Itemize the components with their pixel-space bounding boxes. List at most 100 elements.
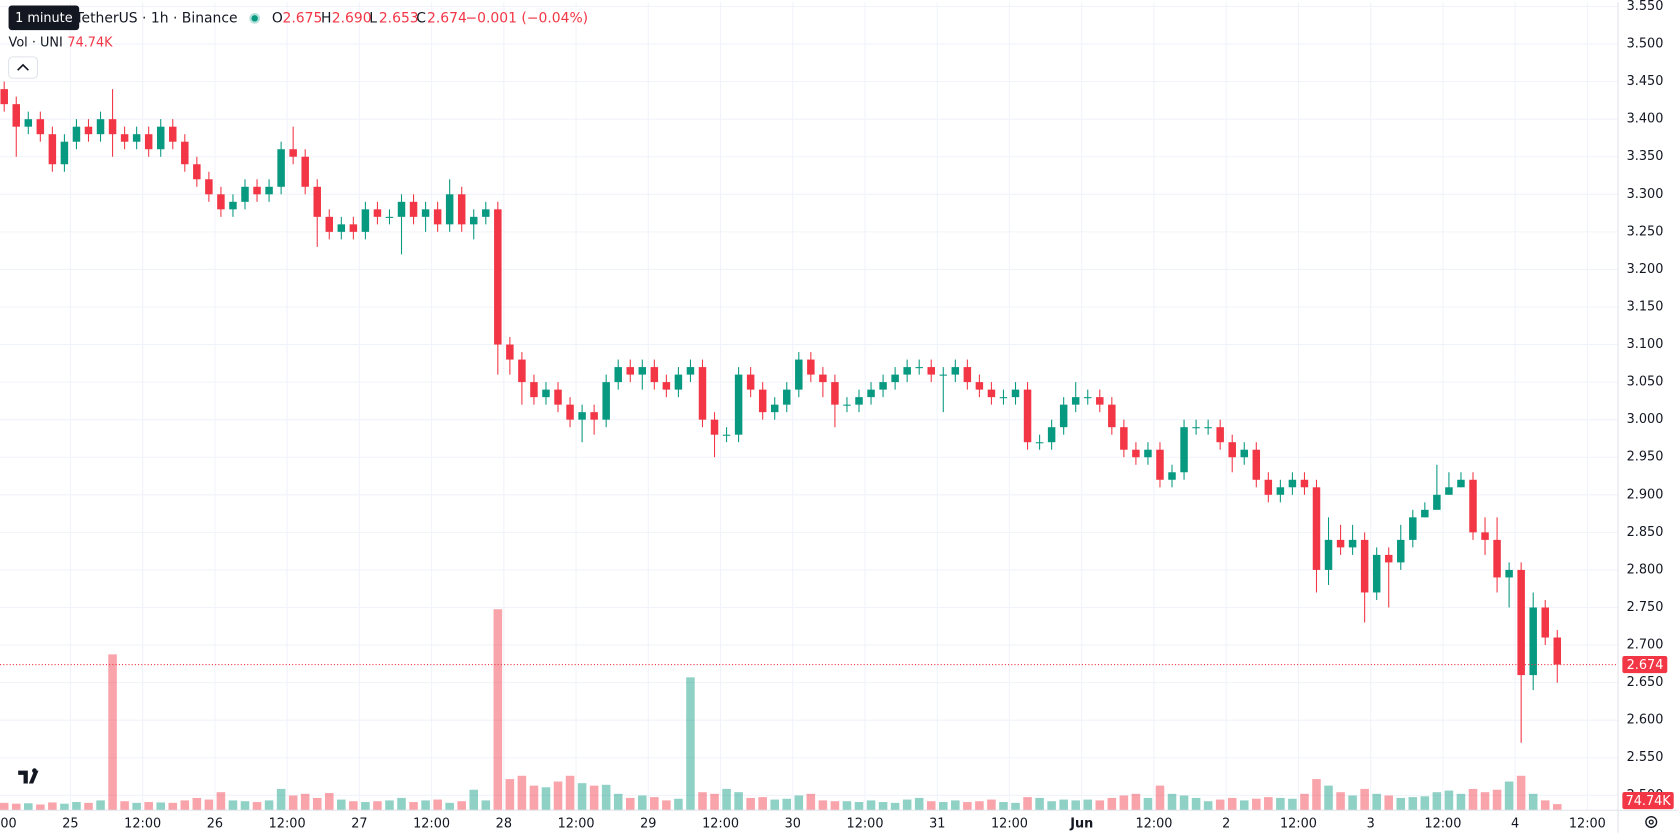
candle-body [722,434,731,436]
volume-bar [11,803,21,811]
volume-bar [1468,788,1478,811]
candle-body [855,397,863,405]
candle-body [686,367,695,375]
volume-bar [457,801,466,811]
candle-body [614,367,622,383]
candle-body [867,389,875,398]
settings-icon-center [1648,819,1654,825]
volume-bar [1227,797,1237,811]
volume-bar [493,609,503,811]
logo[interactable] [18,768,39,784]
candle-body [409,201,418,217]
candle-body [36,119,45,135]
settings-icon[interactable] [1645,815,1658,829]
volume-bar [240,801,250,811]
candle-body [325,216,334,232]
candle-body [1397,539,1405,563]
volume-bar [337,799,346,811]
volume-bar [1348,795,1357,811]
candle-body [132,134,141,142]
candle-body [156,126,165,150]
candle-body [831,382,839,405]
collapse-button[interactable] [8,56,38,79]
candle-body [241,186,249,202]
candle-body [1083,397,1092,399]
volume-bar [48,802,57,811]
candle-body [1168,472,1176,480]
candle-body [819,374,827,383]
volume-bar [674,798,683,811]
volume-bar [1492,789,1502,811]
candle-body [1360,539,1369,593]
volume-bar [1540,800,1550,811]
x-tick-label: 12:00 [124,817,161,832]
candle-body [229,201,237,210]
volume-bar [36,804,45,811]
volume-bar [758,797,767,811]
candle-body [1120,427,1128,450]
volume-bar [373,801,382,811]
volume-bar [1264,797,1273,811]
candle-body [205,179,213,195]
candle-body [1324,539,1333,570]
y-tick-label: 3.000 [1627,412,1664,427]
volume-bar [252,802,262,811]
candle-body [795,359,803,390]
candle-body [1035,442,1044,444]
volume-bar [180,800,190,811]
volume-bar [192,797,202,811]
candle-body [1023,389,1032,443]
x-tick-label: 25 [62,817,78,832]
high-value: 2.690 [332,10,372,26]
x-tick-label: 27 [351,817,367,832]
symbol-title[interactable]: UNITetherUS · 1h · Binance [51,10,238,26]
volume-bar [264,800,274,811]
volume-bar [746,797,755,811]
tooltip-text: 1 minute [15,11,73,26]
volume-bar [1107,797,1117,811]
volume-bar [1203,801,1213,811]
y-tick-label: 2.950 [1627,450,1664,465]
volume-bar [938,802,948,811]
volume-bar [1444,790,1454,811]
volume-bar [698,792,707,811]
volume-badge-label: 74.74K [1626,794,1672,809]
candle-body [1421,509,1429,518]
volume-bar [1480,792,1490,811]
volume-bar [1408,797,1418,811]
candle-body [1409,517,1417,540]
candle-body [1541,607,1549,638]
candle-body [349,224,358,232]
volume-bar [650,797,659,811]
volume-bar [553,781,563,811]
candle-body [169,126,177,142]
volume-bar [914,797,924,811]
volume-bar [926,801,936,811]
open-label: O [272,10,283,26]
volume-bar [1384,795,1394,811]
volume-bar [228,800,238,811]
volume-bar [601,784,611,811]
volume-bar [1336,792,1345,811]
y-tick-label: 3.300 [1627,187,1664,202]
candle-body [734,374,743,435]
candle-body [951,367,960,375]
candle-body [626,367,634,375]
candle-body [542,389,550,398]
volume-bar [409,802,418,811]
candle-body [987,389,996,398]
volume-bar [1095,800,1105,811]
volume-bar [1504,781,1514,811]
candle-body [1264,479,1273,495]
volume-bar [999,802,1008,811]
volume-bar [469,789,479,811]
volume-bar [1528,793,1538,811]
volume-bar [1083,799,1093,811]
y-tick-label: 2.600 [1627,713,1664,728]
volume-bar [529,785,539,811]
candle-body [758,389,767,413]
volume-bar [1059,799,1068,811]
volume-bar [276,788,286,811]
tooltip [8,5,80,31]
